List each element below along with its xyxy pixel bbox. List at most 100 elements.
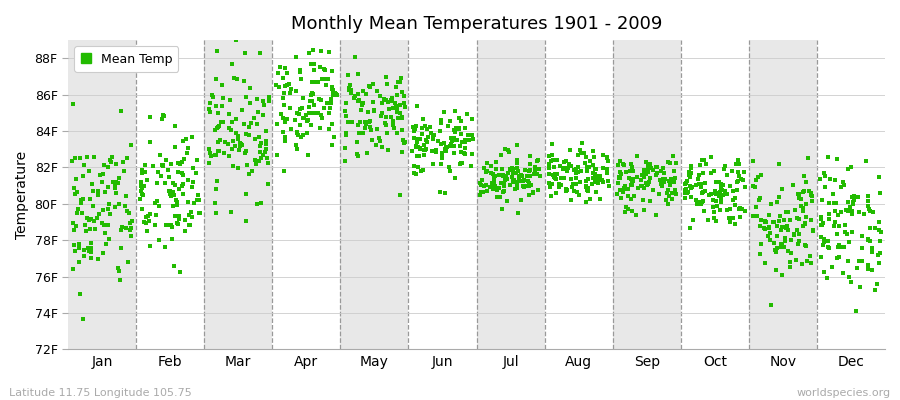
- Point: [873, 250, 887, 256]
- Point: [494, 180, 508, 186]
- Point: [668, 175, 682, 181]
- Point: [241, 132, 256, 138]
- Point: [624, 182, 638, 188]
- Point: [372, 135, 386, 141]
- Point: [161, 188, 176, 194]
- Point: [76, 316, 90, 322]
- Point: [600, 154, 615, 161]
- Point: [617, 182, 632, 189]
- Point: [500, 198, 514, 204]
- Point: [728, 220, 742, 227]
- Point: [487, 183, 501, 190]
- Point: [325, 86, 339, 92]
- Point: [486, 186, 500, 192]
- Point: [112, 174, 126, 181]
- Point: [221, 153, 236, 159]
- Point: [814, 222, 829, 228]
- Point: [91, 188, 105, 195]
- Point: [421, 134, 436, 140]
- Point: [788, 207, 802, 213]
- Point: [458, 145, 473, 151]
- Point: [527, 164, 542, 170]
- Point: [734, 176, 749, 182]
- Point: [396, 136, 410, 143]
- Point: [499, 173, 513, 179]
- Point: [634, 183, 649, 189]
- Point: [842, 207, 856, 214]
- Point: [290, 110, 304, 116]
- Point: [531, 186, 545, 193]
- Text: Latitude 11.75 Longitude 105.75: Latitude 11.75 Longitude 105.75: [9, 388, 192, 398]
- Point: [436, 108, 451, 115]
- Point: [506, 170, 520, 176]
- Point: [283, 90, 297, 96]
- Point: [296, 94, 310, 101]
- Point: [178, 217, 193, 223]
- Point: [152, 203, 166, 210]
- Point: [113, 108, 128, 114]
- Point: [325, 142, 339, 148]
- Point: [163, 191, 177, 197]
- Point: [475, 188, 490, 195]
- Point: [683, 162, 698, 169]
- Point: [164, 222, 178, 228]
- Point: [238, 94, 253, 100]
- Point: [312, 125, 327, 131]
- Point: [397, 92, 411, 99]
- Point: [592, 196, 607, 202]
- Point: [703, 154, 717, 160]
- Point: [184, 213, 199, 220]
- Point: [273, 64, 287, 70]
- Point: [211, 148, 225, 155]
- Point: [571, 168, 585, 175]
- Point: [394, 88, 409, 95]
- Point: [391, 79, 405, 85]
- Point: [454, 130, 468, 137]
- Point: [815, 242, 830, 248]
- Point: [767, 218, 781, 225]
- Point: [704, 191, 718, 197]
- Point: [171, 221, 185, 227]
- Point: [816, 269, 831, 275]
- Point: [394, 74, 409, 81]
- Point: [779, 224, 794, 231]
- Point: [232, 143, 247, 149]
- Point: [190, 157, 204, 163]
- Point: [252, 158, 266, 164]
- Point: [119, 224, 133, 231]
- Point: [417, 142, 431, 148]
- Point: [249, 201, 264, 207]
- Point: [443, 118, 457, 124]
- Point: [428, 148, 443, 155]
- Point: [775, 223, 789, 230]
- Point: [869, 281, 884, 287]
- Point: [546, 172, 561, 179]
- Point: [517, 177, 531, 184]
- Point: [415, 125, 429, 132]
- Point: [123, 224, 138, 231]
- Point: [101, 164, 115, 170]
- Point: [438, 146, 453, 152]
- Point: [317, 65, 331, 72]
- Point: [338, 145, 353, 151]
- Point: [762, 225, 777, 231]
- Point: [222, 110, 237, 117]
- Point: [778, 209, 793, 216]
- Point: [412, 153, 427, 159]
- Point: [204, 153, 219, 160]
- Point: [678, 181, 692, 188]
- Point: [831, 244, 845, 250]
- Point: [256, 112, 270, 118]
- Point: [413, 168, 428, 174]
- Point: [526, 189, 540, 196]
- Point: [223, 97, 238, 103]
- Point: [86, 188, 101, 194]
- Point: [579, 184, 593, 190]
- Point: [510, 142, 525, 148]
- Point: [796, 208, 811, 215]
- Point: [243, 85, 257, 92]
- Point: [383, 114, 398, 120]
- Point: [230, 133, 245, 139]
- Point: [601, 178, 616, 184]
- Point: [834, 244, 849, 250]
